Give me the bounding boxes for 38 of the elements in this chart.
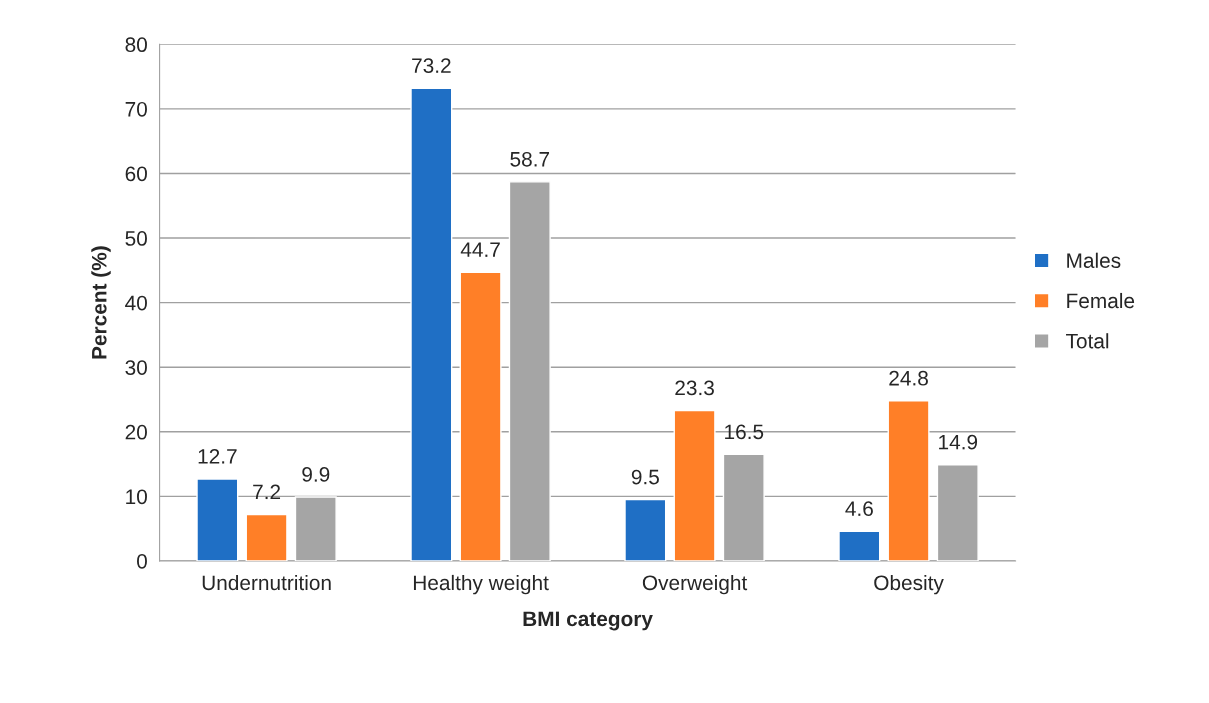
data-label: 44.7	[460, 242, 500, 257]
y-tick-label: 80	[125, 37, 147, 53]
data-label: 4.6	[845, 501, 873, 517]
y-tick-label: 60	[125, 166, 147, 182]
legend-label: Total	[1066, 333, 1109, 349]
data-label: 24.8	[889, 370, 928, 386]
data-label: 73.2	[412, 58, 451, 73]
y-tick-label: 40	[125, 295, 147, 311]
bar	[673, 409, 716, 561]
data-label: 58.7	[510, 151, 550, 167]
y-tick-label: 0	[137, 554, 147, 569]
x-tick-label: Healthy weight	[413, 574, 549, 595]
bar	[838, 530, 881, 561]
data-label: 7.2	[253, 484, 281, 500]
data-label: 16.5	[725, 424, 764, 440]
bar	[887, 400, 930, 561]
x-tick-label: Obesity	[874, 574, 944, 595]
legend-label: Males	[1067, 252, 1121, 268]
data-label: 23.3	[675, 380, 714, 396]
legend-label: Female	[1067, 292, 1135, 309]
y-tick-label: 70	[125, 101, 147, 117]
data-label: 9.5	[631, 469, 659, 485]
data-label: 14.9	[939, 434, 978, 450]
data-label: 9.9	[302, 467, 330, 482]
y-tick-label: 30	[125, 360, 147, 375]
bar	[196, 478, 239, 561]
y-axis-title: Percent (%)	[91, 246, 111, 359]
x-axis-title: BMI category	[523, 611, 653, 631]
bar	[459, 271, 502, 561]
y-tick-label: 10	[126, 489, 147, 505]
bar	[245, 513, 288, 561]
bar	[624, 498, 667, 561]
bar	[410, 87, 453, 561]
x-tick-label: Overweight	[642, 574, 748, 595]
data-label: 12.7	[198, 448, 237, 464]
y-tick-label: 20	[125, 424, 147, 440]
x-tick-label: Undernutrition	[202, 574, 331, 591]
y-tick-label: 50	[125, 231, 147, 246]
